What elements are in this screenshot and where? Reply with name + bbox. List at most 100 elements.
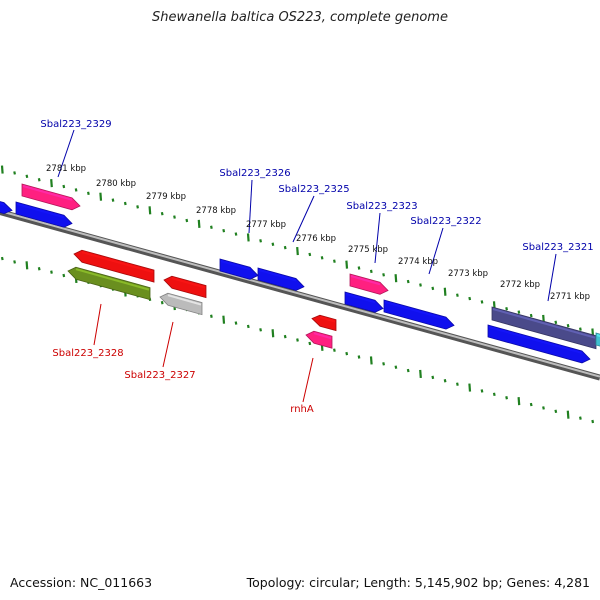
- gene-highlight: [171, 277, 206, 289]
- tick-mark: [345, 260, 349, 269]
- label-leader-line: [248, 179, 253, 234]
- kbp-label: 2772 kbp: [500, 280, 540, 290]
- gene-highlight: [167, 294, 202, 306]
- gene-label[interactable]: Sbal223_2326: [219, 168, 290, 179]
- label-leader-line: [93, 303, 102, 346]
- label-leader-line: [292, 195, 315, 243]
- tick-mark: [492, 392, 496, 397]
- accession-text: Accession: NC_011663: [10, 575, 153, 590]
- tick-mark: [406, 279, 410, 284]
- gene-g6[interactable]: [163, 275, 207, 299]
- tick-mark: [296, 246, 299, 256]
- tick-mark: [136, 205, 139, 209]
- tick-mark: [222, 315, 226, 324]
- kbp-label: 2777 kbp: [246, 220, 286, 230]
- gene-g7[interactable]: [159, 292, 203, 316]
- gene-g17[interactable]: [595, 332, 600, 348]
- kbp-label: 2779 kbp: [146, 192, 186, 202]
- tick-mark: [480, 389, 484, 393]
- label-leader-line: [428, 227, 444, 275]
- gene-highlight: [492, 308, 596, 339]
- gene-label[interactable]: rnhA: [290, 404, 314, 415]
- gene-g13[interactable]: [344, 291, 384, 313]
- tick-mark: [99, 192, 103, 201]
- gene-highlight: [488, 326, 583, 354]
- tick-mark: [62, 184, 66, 189]
- gene-highlight: [350, 275, 381, 286]
- tick-mark: [25, 261, 29, 270]
- tick-mark: [419, 283, 422, 287]
- gene-arrow: [67, 266, 151, 301]
- gene-g10[interactable]: [311, 314, 337, 332]
- gene-g4[interactable]: [73, 249, 155, 283]
- tick-mark: [271, 329, 275, 338]
- tick-mark: [591, 419, 595, 424]
- gene-g16[interactable]: [487, 324, 591, 364]
- tick-mark: [394, 274, 398, 283]
- backbone-highlight: [0, 210, 600, 378]
- gene-highlight: [345, 293, 376, 304]
- gene-features: [0, 183, 600, 364]
- tick-mark: [296, 338, 299, 342]
- tick-mark: [0, 256, 4, 261]
- tick-mark: [259, 328, 262, 332]
- tick-mark: [87, 191, 90, 196]
- gene-g1[interactable]: [0, 196, 13, 215]
- tick-mark: [185, 218, 189, 223]
- tick-mark: [308, 341, 312, 346]
- gene-g14[interactable]: [383, 299, 455, 330]
- tick-mark: [50, 270, 53, 274]
- tick-mark: [431, 375, 435, 380]
- tick-mark: [394, 365, 398, 369]
- tick-mark: [111, 198, 115, 202]
- gene-highlight: [0, 202, 5, 206]
- tick-mark: [148, 206, 152, 215]
- kbp-label: 2773 kbp: [448, 269, 488, 279]
- tick-mark: [529, 313, 533, 318]
- gene-label[interactable]: Sbal223_2329: [40, 119, 111, 130]
- gene-label[interactable]: Sbal223_2322: [410, 216, 481, 227]
- gene-g12[interactable]: [349, 273, 389, 295]
- tick-mark: [382, 273, 385, 277]
- tick-mark: [345, 351, 349, 356]
- tick-mark: [333, 259, 336, 263]
- gene-g5[interactable]: [67, 266, 151, 301]
- tick-mark: [210, 314, 213, 318]
- tick-mark: [25, 174, 29, 179]
- gene-g8[interactable]: [219, 258, 259, 280]
- gene-g11[interactable]: [305, 330, 333, 349]
- gene-highlight: [220, 260, 251, 271]
- tick-mark: [419, 369, 422, 379]
- gene-highlight: [81, 251, 154, 274]
- tick-mark: [13, 260, 16, 264]
- tick-mark: [554, 409, 558, 414]
- tick-mark: [443, 379, 447, 383]
- gene-g15[interactable]: [491, 306, 597, 350]
- gene-label[interactable]: Sbal223_2328: [52, 348, 123, 359]
- tick-mark: [283, 334, 287, 339]
- kbp-label: 2776 kbp: [296, 234, 336, 244]
- label-leader-line: [162, 321, 174, 368]
- gene-highlight: [319, 316, 336, 323]
- gene-g2[interactable]: [21, 183, 81, 211]
- tick-mark: [406, 368, 410, 373]
- tick-mark: [554, 320, 558, 325]
- tick-mark: [283, 245, 287, 250]
- tick-mark: [160, 300, 164, 305]
- tick-mark: [271, 242, 275, 246]
- tick-mark: [37, 178, 41, 182]
- gene-label[interactable]: Sbal223_2325: [278, 184, 349, 195]
- gene-g9[interactable]: [257, 267, 305, 291]
- tick-mark: [468, 383, 472, 392]
- genome-backbone: [0, 209, 600, 381]
- gene-label[interactable]: Sbal223_2321: [522, 242, 593, 253]
- tick-mark: [579, 416, 582, 420]
- gene-label[interactable]: Sbal223_2327: [124, 370, 195, 381]
- tick-mark: [357, 355, 361, 359]
- gene-arrow: [73, 249, 155, 283]
- tick-mark: [357, 266, 361, 270]
- gene-g3[interactable]: [15, 201, 73, 228]
- gene-label[interactable]: Sbal223_2323: [346, 201, 417, 212]
- tick-mark: [333, 348, 336, 352]
